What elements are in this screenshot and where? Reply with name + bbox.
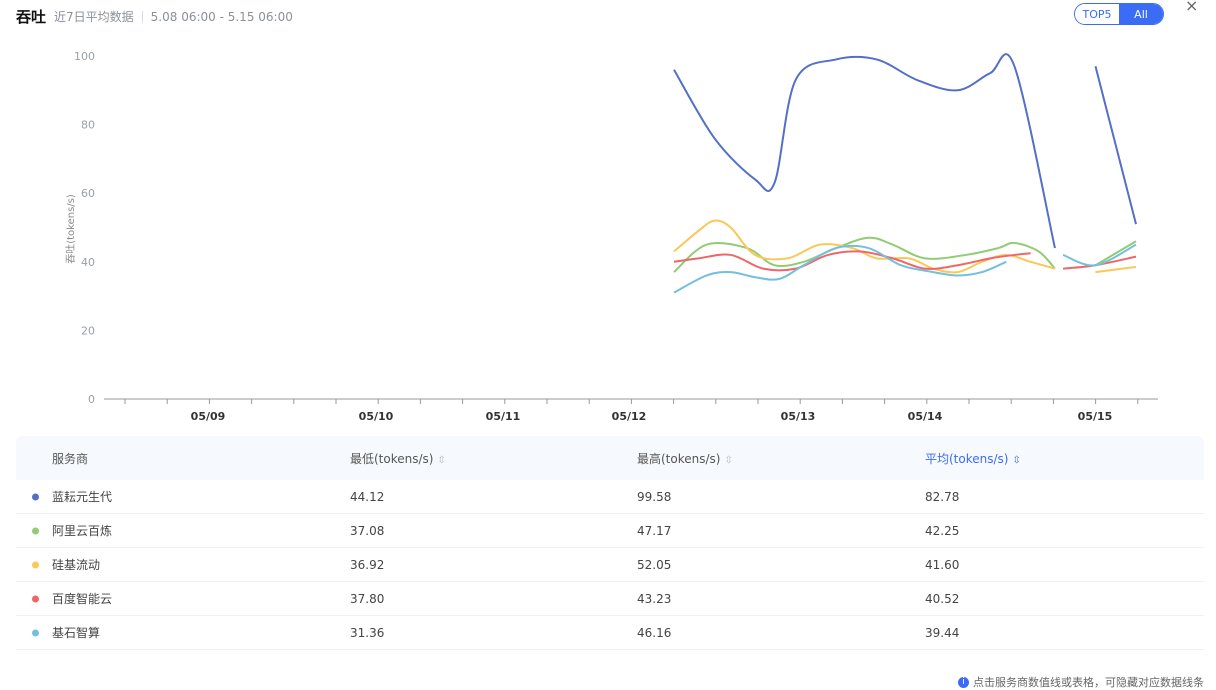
min-cell: 37.80 [350,591,385,606]
header-min[interactable]: 最低(tokens/s) ⇳ [350,451,446,466]
table-header: 服务商 最低(tokens/s) ⇳ 最高(tokens/s) ⇳ 平均(token… [16,436,1204,480]
x-tick-label: 05/09 [191,410,226,423]
provider-name: 百度智能云 [52,592,113,606]
max-cell: 52.05 [637,557,672,572]
series-dot-icon [32,629,39,636]
avg-cell: 41.60 [925,557,960,572]
avg-cell: 40.52 [925,591,960,606]
header-provider: 服务商 [52,451,89,466]
max-cell: 46.16 [637,625,672,640]
header: 吞吐 近7日平均数据 5.08 06:00 - 5.15 06:00 [16,6,293,27]
series-line-4[interactable] [673,250,1031,272]
header-avg[interactable]: 平均(tokens/s) ⇳ [925,451,1021,466]
min-cell: 31.36 [350,625,385,640]
close-icon[interactable]: × [1185,0,1199,15]
table-row[interactable]: 蓝耘元生代 44.12 99.58 82.78 [16,480,1204,514]
table-row[interactable]: 阿里云百炼 37.08 47.17 42.25 [16,514,1204,548]
provider-name: 硅基流动 [52,558,101,572]
top5-all-toggle[interactable]: TOP5 All [1074,3,1164,25]
min-cell: 44.12 [350,489,385,504]
provider-cell: 硅基流动 [16,556,350,573]
page-subtitle: 近7日平均数据 [54,10,134,24]
provider-name: 蓝耘元生代 [52,490,113,504]
avg-cell: 39.44 [925,625,960,640]
provider-cell: 阿里云百炼 [16,522,350,539]
page-title: 吞吐 [16,8,47,26]
footnote-text: 点击服务商数值线或表格，可隐藏对应数据线条 [973,676,1204,689]
max-cell: 43.23 [637,591,672,606]
provider-cell: 蓝耘元生代 [16,488,350,505]
min-cell: 37.08 [350,523,385,538]
y-tick-label: 80 [81,119,95,132]
toggle-top5[interactable]: TOP5 [1075,4,1119,24]
x-tick-label: 05/11 [486,410,521,423]
series-line-1[interactable] [673,53,1056,249]
x-tick-label: 05/13 [781,410,816,423]
header-divider [141,10,143,23]
table-row[interactable]: 基石智算 31.36 46.16 39.44 [16,616,1204,650]
provider-name: 基石智算 [52,626,101,640]
sort-icon[interactable]: ⇳ [724,454,733,466]
sort-icon[interactable]: ⇳ [1012,454,1021,466]
table-row[interactable]: 百度智能云 37.80 43.23 40.52 [16,582,1204,616]
series-dot-icon [32,561,39,568]
max-cell: 47.17 [637,523,672,538]
series-dot-icon [32,527,39,534]
throughput-chart: 0 20 40 60 80 100 05/09 05/10 05/11 05/12 05/13 05… [65,50,1158,423]
y-tick-label: 20 [81,324,95,337]
series-line-5[interactable] [673,244,1007,294]
avg-cell: 82.78 [925,489,960,504]
x-tick-label: 05/10 [359,410,394,423]
y-tick-label: 60 [81,187,95,200]
provider-table[interactable]: 服务商 最低(tokens/s) ⇳ 最高(tokens/s) ⇳ 平均(token… [16,436,1204,650]
series-line-3[interactable] [1095,265,1137,274]
avg-cell: 42.25 [925,523,960,538]
x-tick-label: 05/14 [908,410,943,423]
footnote: i 点击服务商数值线或表格，可隐藏对应数据线条 [958,674,1204,690]
toggle-all[interactable]: All [1119,4,1163,24]
y-tick-label: 100 [74,50,95,63]
x-tick-label: 05/12 [612,410,647,423]
table-row[interactable]: 硅基流动 36.92 52.05 41.60 [16,548,1204,582]
date-range: 5.08 06:00 - 5.15 06:00 [150,9,293,24]
x-tick-label: 05/15 [1078,410,1113,423]
series-dot-icon [32,595,39,602]
info-icon: i [958,676,969,688]
max-cell: 99.58 [637,489,672,504]
provider-name: 阿里云百炼 [52,524,113,538]
series-line-1[interactable] [1094,66,1137,225]
provider-cell: 基石智算 [16,624,350,641]
series-line-5[interactable] [1062,243,1137,267]
y-axis-label: 吞吐(tokens/s) [65,194,77,264]
y-tick-label: 0 [88,393,95,406]
y-tick-label: 40 [81,256,95,269]
header-max[interactable]: 最高(tokens/s) ⇳ [637,451,733,466]
provider-cell: 百度智能云 [16,590,350,607]
series-dot-icon [32,493,39,500]
min-cell: 36.92 [350,557,385,572]
sort-icon[interactable]: ⇳ [437,454,446,466]
